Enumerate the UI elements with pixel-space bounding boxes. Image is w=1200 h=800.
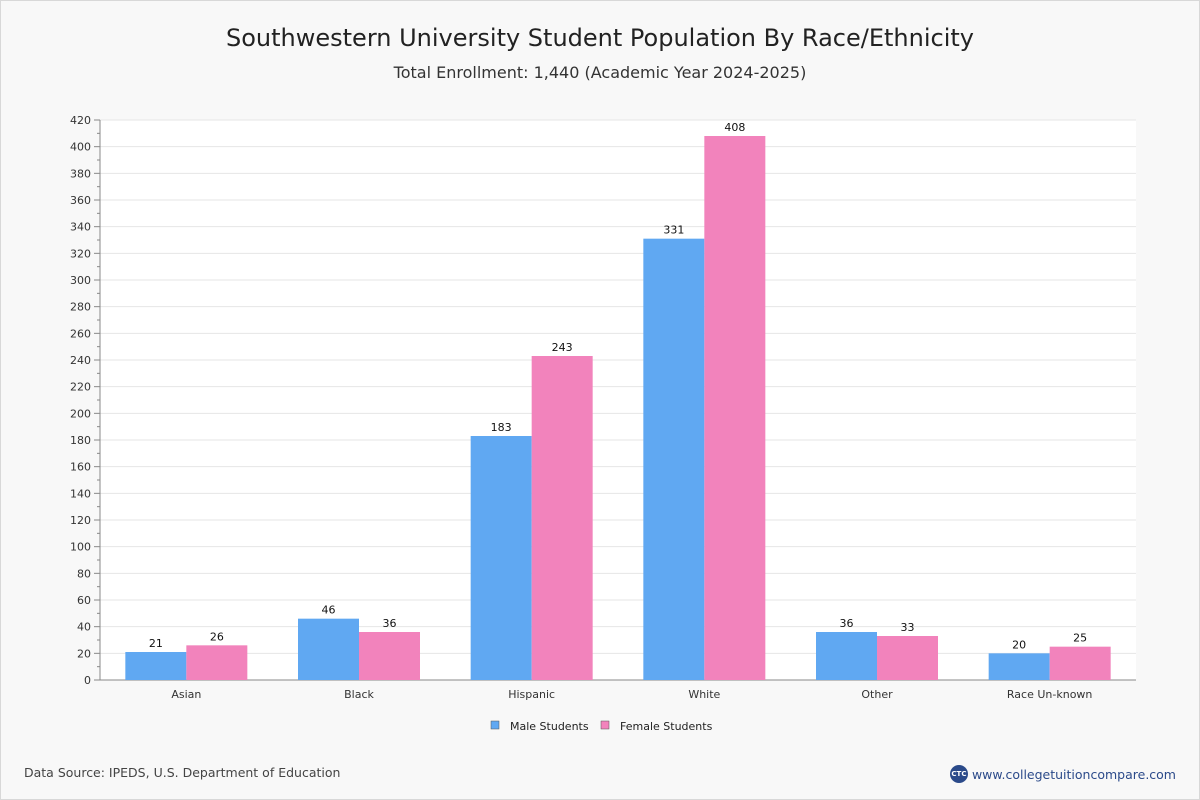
chart-title: Southwestern University Student Populati… — [226, 24, 974, 52]
bar-male — [125, 652, 187, 680]
x-tick-label: Hispanic — [508, 688, 555, 701]
x-tick-label: Asian — [171, 688, 201, 701]
y-tick-label: 80 — [77, 567, 91, 580]
y-tick-label: 300 — [70, 274, 91, 287]
y-tick-label: 20 — [77, 647, 91, 660]
x-tick-label: Race Un-known — [1007, 688, 1093, 701]
y-tick-label: 320 — [70, 247, 91, 260]
data-source-note: Data Source: IPEDS, U.S. Department of E… — [24, 765, 341, 780]
bar-female — [359, 632, 420, 680]
bar-male — [470, 436, 532, 680]
data-label: 331 — [663, 224, 684, 237]
y-tick-label: 420 — [70, 114, 91, 127]
bar-female — [186, 645, 248, 680]
bar-female — [531, 356, 593, 680]
bar-female — [1049, 646, 1111, 680]
y-tick-label: 120 — [70, 514, 91, 527]
data-label: 20 — [1012, 638, 1026, 651]
y-tick-label: 100 — [70, 541, 91, 554]
legend-label: Female Students — [620, 720, 713, 733]
bar-male — [643, 238, 705, 680]
data-label: 25 — [1073, 632, 1087, 645]
x-tick-label: White — [688, 688, 720, 701]
legend-label: Male Students — [510, 720, 589, 733]
data-label: 183 — [491, 421, 512, 434]
data-label: 243 — [552, 341, 573, 354]
bar-male — [988, 653, 1050, 680]
data-label: 21 — [149, 637, 163, 650]
legend-swatch — [490, 720, 500, 730]
site-logo-icon: CTC — [949, 765, 968, 783]
data-label: 408 — [724, 121, 745, 134]
y-tick-label: 380 — [70, 167, 91, 180]
data-label: 26 — [210, 630, 224, 643]
y-tick-label: 160 — [70, 461, 91, 474]
y-tick-label: 340 — [70, 221, 91, 234]
site-link[interactable]: CTC www.collegetuitioncompare.com — [949, 765, 1176, 783]
y-tick-label: 200 — [70, 407, 91, 420]
y-tick-label: 400 — [70, 141, 91, 154]
y-tick-label: 220 — [70, 381, 91, 394]
y-tick-label: 260 — [70, 327, 91, 340]
y-tick-label: 240 — [70, 354, 91, 367]
bar-female — [704, 136, 766, 680]
x-tick-label: Black — [344, 688, 374, 701]
data-label: 33 — [901, 621, 915, 634]
data-label: 46 — [322, 604, 336, 617]
y-tick-label: 280 — [70, 301, 91, 314]
y-tick-label: 140 — [70, 487, 91, 500]
bar-male — [816, 632, 877, 680]
chart-subtitle: Total Enrollment: 1,440 (Academic Year 2… — [393, 63, 807, 82]
bar-male — [298, 618, 359, 680]
x-tick-label: Other — [861, 688, 893, 701]
y-tick-label: 360 — [70, 194, 91, 207]
plot-area — [100, 120, 1136, 680]
y-tick-label: 0 — [84, 674, 91, 687]
y-tick-label: 60 — [77, 594, 91, 607]
y-tick-label: 180 — [70, 434, 91, 447]
legend-swatch — [600, 720, 610, 730]
bar-female — [877, 636, 938, 680]
y-tick-label: 40 — [77, 621, 91, 634]
data-label: 36 — [383, 617, 397, 630]
data-label: 36 — [840, 617, 854, 630]
site-url: www.collegetuitioncompare.com — [971, 766, 1176, 782]
